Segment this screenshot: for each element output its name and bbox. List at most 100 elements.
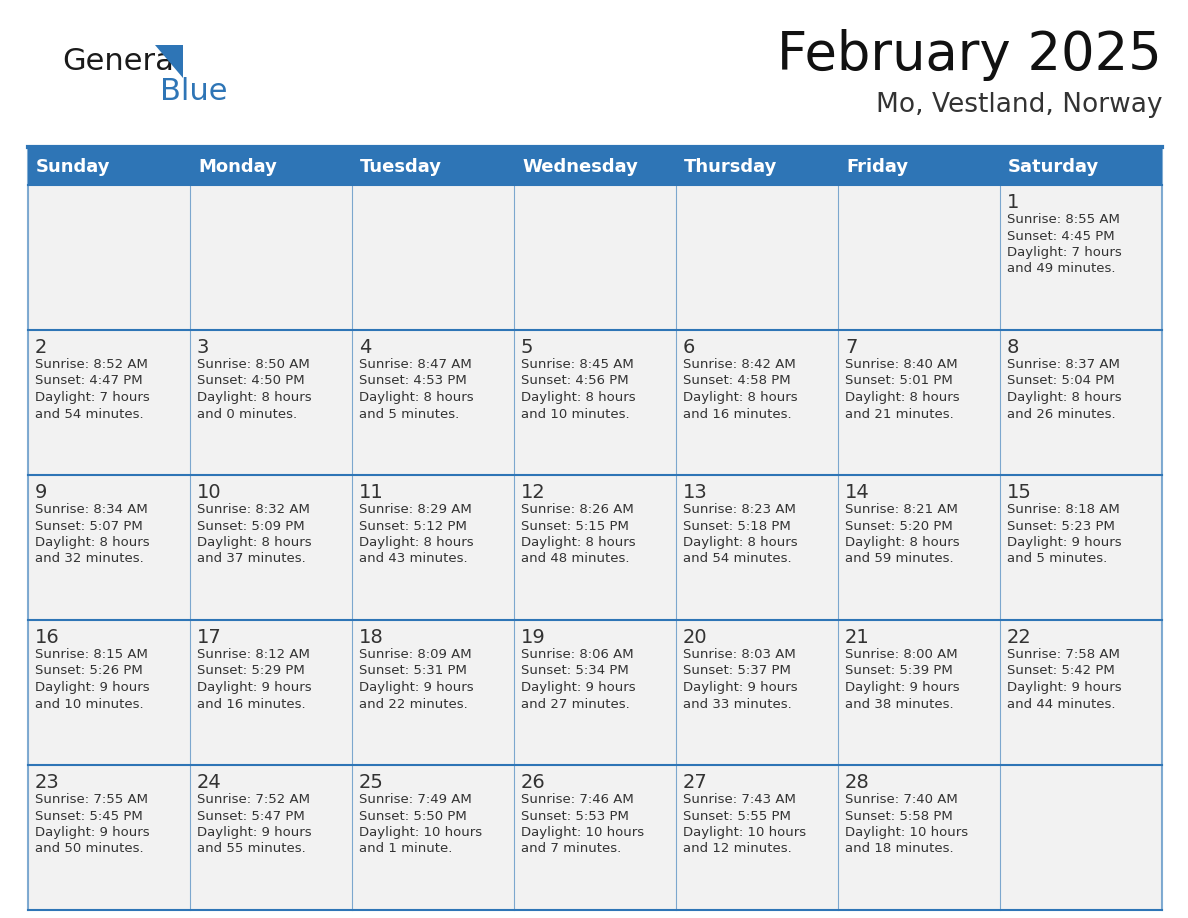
Text: Sunset: 5:12 PM: Sunset: 5:12 PM <box>359 520 467 532</box>
Text: Sunset: 5:42 PM: Sunset: 5:42 PM <box>1007 665 1114 677</box>
Text: 28: 28 <box>845 773 870 792</box>
Text: Daylight: 9 hours: Daylight: 9 hours <box>1007 536 1121 549</box>
Text: Daylight: 9 hours: Daylight: 9 hours <box>34 826 150 839</box>
Text: and 43 minutes.: and 43 minutes. <box>359 553 468 565</box>
Text: and 33 minutes.: and 33 minutes. <box>683 698 791 711</box>
Text: and 49 minutes.: and 49 minutes. <box>1007 263 1116 275</box>
Text: 24: 24 <box>197 773 222 792</box>
Text: 16: 16 <box>34 628 59 647</box>
Text: and 27 minutes.: and 27 minutes. <box>522 698 630 711</box>
Text: Daylight: 9 hours: Daylight: 9 hours <box>683 681 797 694</box>
Text: Sunset: 5:50 PM: Sunset: 5:50 PM <box>359 810 467 823</box>
Text: Daylight: 8 hours: Daylight: 8 hours <box>359 391 474 404</box>
Text: Daylight: 8 hours: Daylight: 8 hours <box>845 536 960 549</box>
Text: and 48 minutes.: and 48 minutes. <box>522 553 630 565</box>
Text: Sunset: 5:39 PM: Sunset: 5:39 PM <box>845 665 953 677</box>
Text: Sunset: 5:18 PM: Sunset: 5:18 PM <box>683 520 791 532</box>
Text: Daylight: 9 hours: Daylight: 9 hours <box>1007 681 1121 694</box>
Text: February 2025: February 2025 <box>777 29 1162 81</box>
Text: Sunset: 5:01 PM: Sunset: 5:01 PM <box>845 375 953 387</box>
Text: Sunrise: 8:29 AM: Sunrise: 8:29 AM <box>359 503 472 516</box>
Text: 14: 14 <box>845 483 870 502</box>
Text: Friday: Friday <box>846 158 908 175</box>
Text: Sunrise: 7:40 AM: Sunrise: 7:40 AM <box>845 793 958 806</box>
Text: Sunset: 5:47 PM: Sunset: 5:47 PM <box>197 810 305 823</box>
Text: 3: 3 <box>197 338 209 357</box>
Text: Thursday: Thursday <box>684 158 777 175</box>
Text: 22: 22 <box>1007 628 1031 647</box>
Text: and 37 minutes.: and 37 minutes. <box>197 553 305 565</box>
Text: 8: 8 <box>1007 338 1019 357</box>
Text: Sunrise: 8:34 AM: Sunrise: 8:34 AM <box>34 503 147 516</box>
Text: 21: 21 <box>845 628 870 647</box>
Text: Daylight: 9 hours: Daylight: 9 hours <box>34 681 150 694</box>
Text: Sunrise: 8:23 AM: Sunrise: 8:23 AM <box>683 503 796 516</box>
Text: Sunrise: 7:49 AM: Sunrise: 7:49 AM <box>359 793 472 806</box>
Text: and 22 minutes.: and 22 minutes. <box>359 698 468 711</box>
Text: and 55 minutes.: and 55 minutes. <box>197 843 305 856</box>
Text: 4: 4 <box>359 338 372 357</box>
Text: Daylight: 8 hours: Daylight: 8 hours <box>197 536 311 549</box>
Text: Sunset: 5:34 PM: Sunset: 5:34 PM <box>522 665 628 677</box>
Text: Sunrise: 8:40 AM: Sunrise: 8:40 AM <box>845 358 958 371</box>
Text: Sunrise: 8:37 AM: Sunrise: 8:37 AM <box>1007 358 1120 371</box>
Text: Sunrise: 8:03 AM: Sunrise: 8:03 AM <box>683 648 796 661</box>
Text: Daylight: 9 hours: Daylight: 9 hours <box>197 826 311 839</box>
Text: Sunset: 5:07 PM: Sunset: 5:07 PM <box>34 520 143 532</box>
Text: 19: 19 <box>522 628 545 647</box>
Text: Sunrise: 8:06 AM: Sunrise: 8:06 AM <box>522 648 633 661</box>
Text: 7: 7 <box>845 338 858 357</box>
Text: and 54 minutes.: and 54 minutes. <box>683 553 791 565</box>
Text: and 50 minutes.: and 50 minutes. <box>34 843 144 856</box>
Text: Sunrise: 7:55 AM: Sunrise: 7:55 AM <box>34 793 148 806</box>
Text: and 21 minutes.: and 21 minutes. <box>845 408 954 420</box>
Text: 17: 17 <box>197 628 222 647</box>
FancyBboxPatch shape <box>29 620 1162 765</box>
Text: 12: 12 <box>522 483 545 502</box>
Text: Sunrise: 8:45 AM: Sunrise: 8:45 AM <box>522 358 633 371</box>
Text: and 12 minutes.: and 12 minutes. <box>683 843 791 856</box>
Text: Daylight: 10 hours: Daylight: 10 hours <box>359 826 482 839</box>
Text: 9: 9 <box>34 483 48 502</box>
Text: Sunset: 5:26 PM: Sunset: 5:26 PM <box>34 665 143 677</box>
Text: Daylight: 7 hours: Daylight: 7 hours <box>1007 246 1121 259</box>
Text: 2: 2 <box>34 338 48 357</box>
FancyBboxPatch shape <box>29 330 1162 475</box>
Text: Daylight: 9 hours: Daylight: 9 hours <box>522 681 636 694</box>
Text: General: General <box>62 48 183 76</box>
Text: Blue: Blue <box>160 77 227 106</box>
Polygon shape <box>154 45 183 78</box>
Text: Sunset: 4:50 PM: Sunset: 4:50 PM <box>197 375 304 387</box>
Text: and 26 minutes.: and 26 minutes. <box>1007 408 1116 420</box>
FancyBboxPatch shape <box>29 475 1162 620</box>
Text: Sunrise: 8:00 AM: Sunrise: 8:00 AM <box>845 648 958 661</box>
Text: Daylight: 8 hours: Daylight: 8 hours <box>522 391 636 404</box>
Text: Sunset: 5:53 PM: Sunset: 5:53 PM <box>522 810 628 823</box>
Text: Sunset: 4:45 PM: Sunset: 4:45 PM <box>1007 230 1114 242</box>
Text: and 5 minutes.: and 5 minutes. <box>1007 553 1107 565</box>
Text: 15: 15 <box>1007 483 1032 502</box>
Text: Daylight: 9 hours: Daylight: 9 hours <box>359 681 474 694</box>
Text: Sunset: 4:58 PM: Sunset: 4:58 PM <box>683 375 791 387</box>
Text: and 7 minutes.: and 7 minutes. <box>522 843 621 856</box>
Text: Sunrise: 8:42 AM: Sunrise: 8:42 AM <box>683 358 796 371</box>
Text: Daylight: 8 hours: Daylight: 8 hours <box>359 536 474 549</box>
Text: Sunset: 5:58 PM: Sunset: 5:58 PM <box>845 810 953 823</box>
Text: Daylight: 10 hours: Daylight: 10 hours <box>683 826 807 839</box>
Text: 20: 20 <box>683 628 708 647</box>
Text: Sunrise: 7:43 AM: Sunrise: 7:43 AM <box>683 793 796 806</box>
Text: Sunset: 5:55 PM: Sunset: 5:55 PM <box>683 810 791 823</box>
Text: 25: 25 <box>359 773 384 792</box>
Text: Sunday: Sunday <box>36 158 110 175</box>
Text: Sunset: 5:09 PM: Sunset: 5:09 PM <box>197 520 304 532</box>
Text: Sunrise: 8:09 AM: Sunrise: 8:09 AM <box>359 648 472 661</box>
Text: Sunset: 5:23 PM: Sunset: 5:23 PM <box>1007 520 1114 532</box>
Text: Sunrise: 7:46 AM: Sunrise: 7:46 AM <box>522 793 633 806</box>
Text: Sunset: 5:45 PM: Sunset: 5:45 PM <box>34 810 143 823</box>
Text: and 54 minutes.: and 54 minutes. <box>34 408 144 420</box>
Text: Sunset: 5:20 PM: Sunset: 5:20 PM <box>845 520 953 532</box>
Text: 11: 11 <box>359 483 384 502</box>
Text: and 16 minutes.: and 16 minutes. <box>197 698 305 711</box>
Text: Mo, Vestland, Norway: Mo, Vestland, Norway <box>876 92 1162 118</box>
Text: and 44 minutes.: and 44 minutes. <box>1007 698 1116 711</box>
